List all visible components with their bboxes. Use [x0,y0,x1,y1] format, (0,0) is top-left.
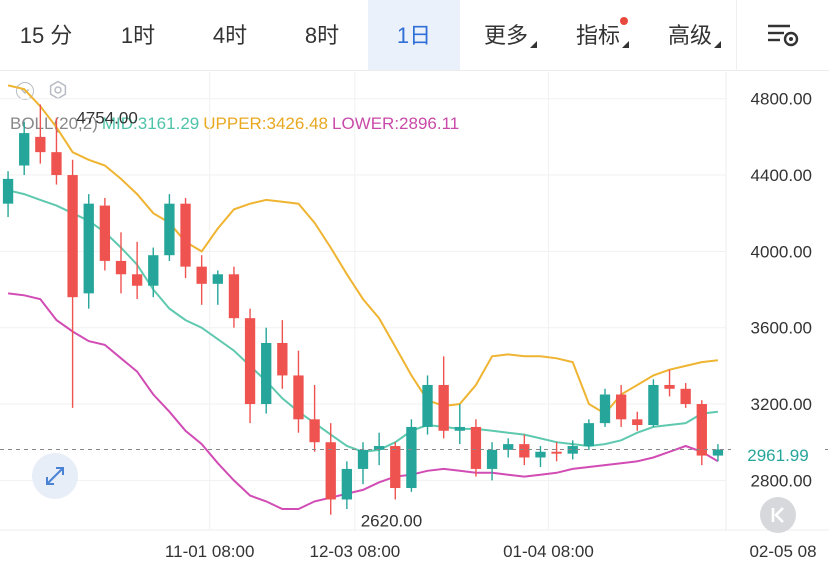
scroll-to-latest-button[interactable] [760,497,796,533]
tab-6[interactable]: 指标 [552,0,644,70]
current-price-label: 2961.99 [731,441,825,471]
candle-body [35,136,46,153]
candle-body [535,451,546,458]
candle-body [180,203,191,267]
candle-body [325,442,336,500]
boll-lower-line [7,292,719,510]
notification-badge [620,17,628,25]
candle-body [293,375,304,420]
expand-icon [46,467,64,485]
y-tick-label: 2800.00 [751,471,812,490]
y-tick-label: 4000.00 [751,242,812,261]
boll-legend: BOLL(20,2) MID:3161.29 UPPER:3426.48 LOWER:… [10,114,463,134]
tab-label: 1日 [396,23,432,48]
x-tick-label: 02-05 08 [749,542,816,561]
high-price-label: 4754.00 [76,108,137,127]
candle-body [680,388,691,405]
candle-body [83,203,94,294]
candle-body [438,384,449,431]
tab-label: 4时 [212,23,248,48]
candle-body [470,426,482,469]
tab-4[interactable]: 1日 [368,0,460,70]
candle-body [67,175,78,298]
candle-body [164,203,175,256]
chevron-down-icon [20,88,30,95]
timeframe-tabs: 15 分 1时 4时 8时 1日 更多 指标 高级 [0,0,829,70]
y-tick-label: 4800.00 [751,90,812,109]
x-tick-label: 11-01 08:00 [165,542,254,561]
candle-body [648,384,659,426]
candle-body [583,423,595,447]
tab-2[interactable]: 4时 [184,0,276,70]
tab-label: 高级 [667,23,712,48]
candle-body [712,449,724,456]
candle-body [309,419,320,443]
candle-body [115,260,127,275]
candle-body [632,419,643,426]
collapse-indicator-button[interactable] [16,82,34,100]
candle-body [454,426,465,431]
candle-body [341,468,353,500]
candle-body [373,446,385,450]
candle-body [567,446,578,454]
boll-upper-line [7,84,719,415]
chart-settings-icon [768,24,799,47]
chart-settings-button[interactable] [764,20,800,54]
low-price-label: 2620.00 [361,512,422,531]
scroll-to-latest-icon [771,507,784,523]
candle-body [51,152,62,176]
boll-lower: LOWER:2896.11 [331,114,460,133]
dropdown-triangle-icon [714,41,721,48]
candle-body [131,274,143,286]
boll-upper: UPPER:3426.48 [203,114,328,133]
tab-label: 15 分 [19,23,73,48]
candle-body [244,318,256,405]
tab-label: 指标 [575,23,620,48]
candle-body [664,384,675,389]
candle-body [228,274,240,319]
tab-3[interactable]: 8时 [276,0,368,70]
dropdown-triangle-icon [622,41,629,48]
candle-body [212,274,223,284]
candle-body [390,446,401,489]
x-tick-label: 01-04 08:00 [503,542,594,561]
candle-body [19,133,30,166]
tab-label: 更多 [483,23,528,48]
candle-body [519,444,530,458]
candle-body [261,342,272,405]
candle-body [551,451,562,454]
tab-5[interactable]: 更多 [460,0,552,70]
candle-body [406,426,417,489]
candle-body [99,205,111,261]
candle-body [196,266,207,284]
header-divider [0,70,829,71]
tab-7[interactable]: 高级 [644,0,736,70]
candle-body [2,178,14,204]
tab-label: 1时 [120,23,156,48]
boll-mid: MID:3161.29 [101,114,200,133]
candle-body [696,404,707,456]
boll-mid-line [7,189,719,453]
candle-body [503,444,514,450]
y-tick-label: 3600.00 [751,319,812,338]
dropdown-triangle-icon [530,41,537,48]
tab-0[interactable]: 15 分 [0,0,92,70]
candle-body [615,394,627,420]
candle-body [422,384,433,427]
tab-label: 8时 [304,23,340,48]
expand-chart-button[interactable] [32,453,78,499]
x-tick-label: 12-03 08:00 [309,542,400,561]
candle-body [599,394,611,424]
tab-1[interactable]: 1时 [92,0,184,70]
y-tick-label: 4400.00 [751,166,812,185]
candle-body [357,449,369,469]
candle-body [277,342,288,376]
tab-separator [736,0,737,70]
candle-body [148,255,159,286]
y-tick-label: 3200.00 [751,395,812,414]
candle-body [486,449,498,469]
